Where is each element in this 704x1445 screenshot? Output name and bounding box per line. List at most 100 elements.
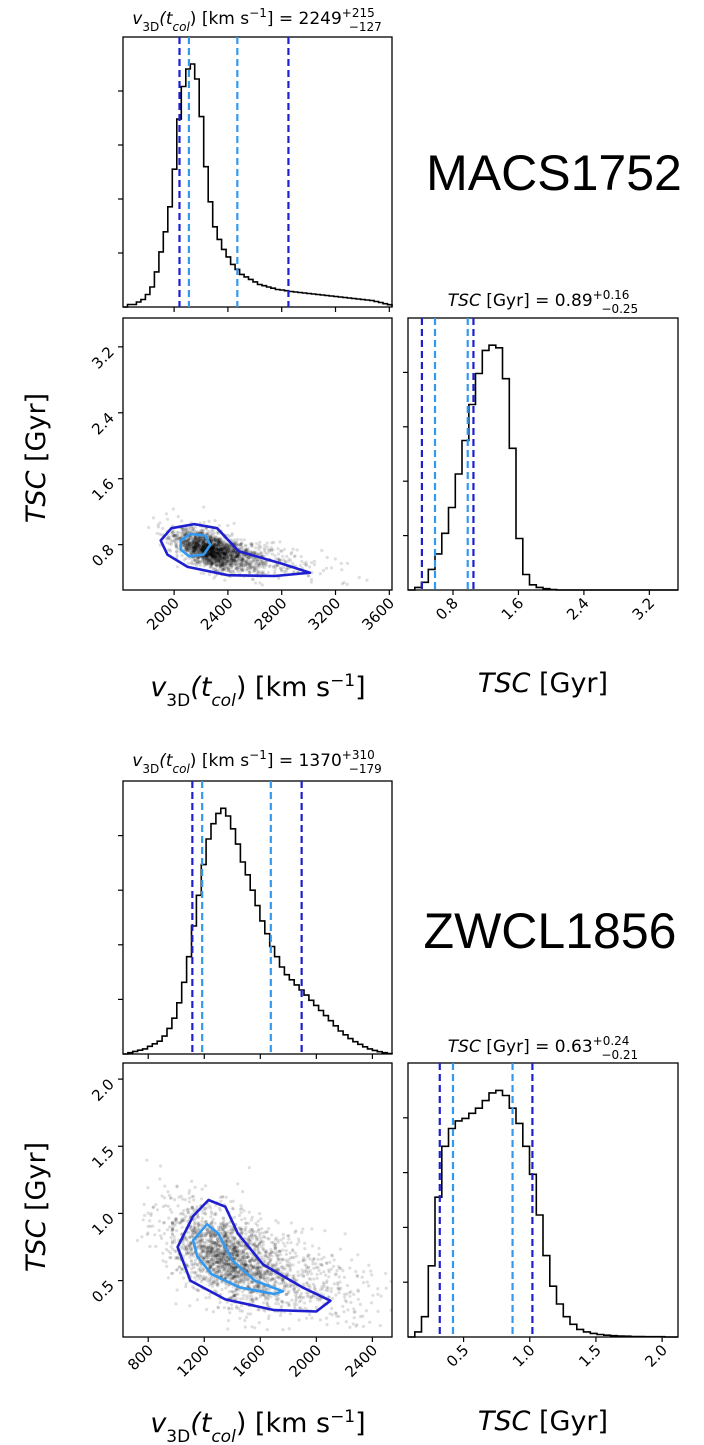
scatter-point: [260, 560, 264, 564]
scatter-point: [239, 567, 243, 571]
scatter-point: [229, 564, 234, 568]
scatter-point: [236, 1270, 240, 1274]
scatter-point: [224, 543, 228, 547]
scatter-point: [217, 554, 222, 559]
scatter-point: [252, 1243, 256, 1247]
scatter-point: [217, 556, 221, 561]
scatter-point: [293, 1290, 298, 1294]
scatter-point: [221, 567, 225, 572]
scatter-point: [318, 572, 322, 576]
scatter-point: [218, 552, 222, 556]
scatter-point: [190, 550, 194, 554]
scatter-point: [239, 1244, 243, 1248]
scatter-point: [210, 1240, 214, 1244]
scatter-point: [230, 551, 234, 555]
scatter-point: [266, 1269, 270, 1273]
scatter-point: [235, 554, 239, 559]
scatter-point: [181, 533, 185, 537]
scatter-point: [240, 1272, 244, 1276]
scatter-point: [201, 556, 205, 560]
scatter-point: [202, 1256, 206, 1260]
scatter-point: [253, 566, 257, 570]
scatter-point: [196, 550, 201, 555]
x-tick-label: 2.0: [641, 1341, 671, 1371]
scatter-point: [222, 545, 226, 549]
scatter-point: [198, 544, 202, 548]
scatter-point: [217, 1206, 222, 1210]
scatter-point: [295, 1289, 300, 1293]
scatter-point: [254, 1273, 258, 1277]
scatter-point: [268, 548, 272, 552]
scatter-point: [176, 536, 180, 540]
scatter-point: [224, 552, 228, 556]
scatter-point: [191, 549, 195, 553]
scatter-point: [223, 552, 227, 556]
scatter-point: [243, 1236, 247, 1240]
scatter-point: [235, 540, 239, 544]
scatter-point: [211, 545, 215, 550]
scatter-point: [227, 559, 232, 563]
scatter-point: [195, 537, 199, 541]
scatter-point: [180, 530, 184, 534]
scatter-point: [184, 545, 188, 549]
scatter-point: [283, 560, 287, 564]
scatter-point: [338, 1280, 342, 1284]
scatter-point: [176, 537, 180, 541]
scatter-point: [238, 543, 242, 547]
scatter-point: [190, 540, 194, 544]
scatter-point: [219, 554, 223, 559]
scatter-point: [237, 1276, 241, 1280]
scatter-point: [193, 548, 197, 552]
scatter-point: [308, 1296, 312, 1300]
scatter-point: [208, 559, 212, 563]
scatter-point: [230, 1252, 234, 1256]
scatter-point: [170, 1228, 175, 1232]
scatter-point: [186, 530, 190, 534]
scatter-point: [187, 1196, 191, 1200]
scatter-point: [257, 1242, 261, 1246]
scatter-point: [270, 1250, 274, 1254]
scatter-point: [223, 550, 227, 554]
scatter-point: [210, 557, 214, 561]
scatter-point: [238, 1259, 242, 1263]
scatter-point: [212, 546, 216, 550]
scatter-point: [197, 1267, 201, 1271]
scatter-point: [268, 1259, 272, 1263]
scatter-point: [182, 545, 187, 549]
scatter-point: [249, 1234, 253, 1238]
scatter-point: [224, 1232, 228, 1236]
scatter-point: [201, 528, 205, 532]
scatter-point: [227, 1258, 231, 1262]
scatter-point: [269, 1272, 274, 1277]
scatter-point: [211, 548, 215, 552]
scatter-point: [214, 547, 219, 551]
scatter-point: [231, 554, 235, 558]
scatter-point: [226, 1262, 230, 1266]
scatter-point: [215, 549, 219, 553]
scatter-point: [191, 537, 195, 541]
scatter-point: [201, 548, 205, 552]
scatter-point: [219, 540, 223, 544]
scatter-point: [218, 1240, 222, 1244]
scatter-point: [201, 540, 205, 544]
scatter-point: [223, 545, 227, 549]
scatter-point: [264, 1269, 268, 1273]
scatter-point: [243, 1318, 247, 1323]
scatter-point: [303, 1258, 307, 1262]
scatter-point: [264, 1295, 268, 1299]
scatter-point: [209, 562, 213, 567]
scatter-point: [211, 545, 215, 549]
scatter-point: [325, 1286, 329, 1290]
scatter-point: [183, 543, 187, 548]
scatter-point: [210, 551, 214, 555]
scatter-point: [225, 533, 229, 537]
scatter-point: [233, 1249, 237, 1253]
scatter-point: [217, 544, 221, 548]
scatter-point: [291, 1249, 295, 1253]
scatter-x-label: v3D(tcol) [km s−1]: [150, 671, 365, 711]
x-tick-label: 3200: [305, 594, 345, 634]
scatter-point: [235, 554, 239, 559]
scatter-point: [197, 543, 201, 547]
scatter-point: [202, 1245, 206, 1249]
scatter-point: [246, 1284, 250, 1289]
